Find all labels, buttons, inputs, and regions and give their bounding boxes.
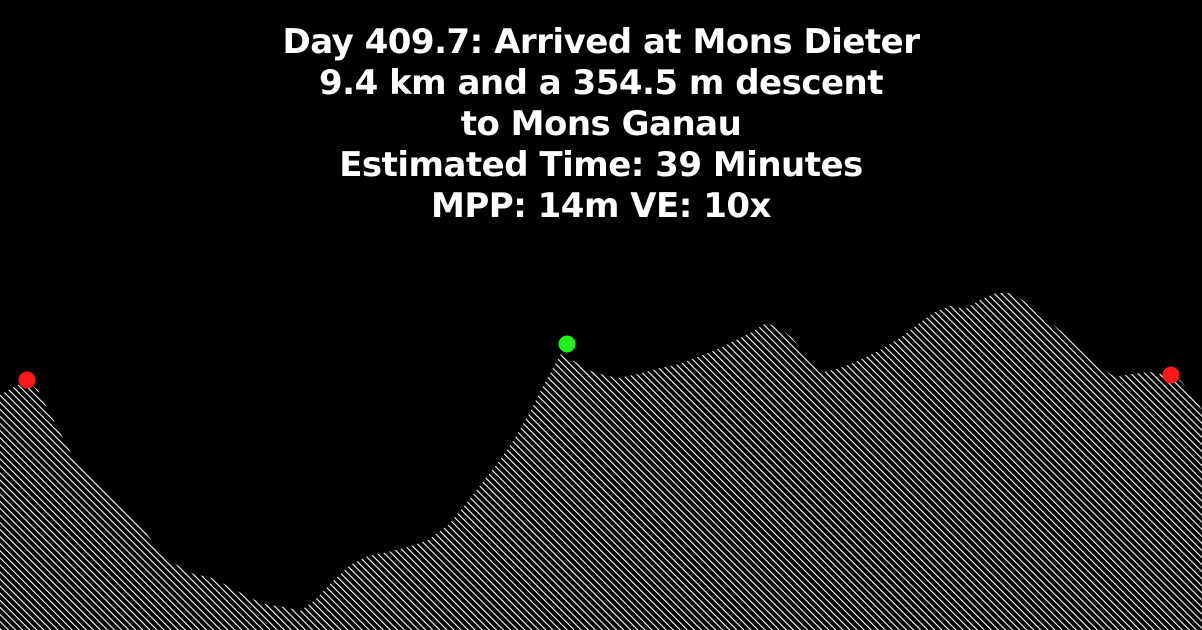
title-block: Day 409.7: Arrived at Mons Dieter 9.4 km… (0, 22, 1202, 227)
terrain-hatched-area (0, 293, 1202, 630)
header-line-distance: 9.4 km and a 354.5 m descent (319, 63, 884, 103)
header-line-scale: MPP: 14m VE: 10x (431, 186, 771, 226)
header-line-destination: to Mons Ganau (460, 104, 742, 144)
route-markers (18, 335, 1180, 389)
marker-end-dot (1162, 366, 1180, 384)
header-line-estimated-time: Estimated Time: 39 Minutes (339, 145, 863, 185)
marker-current-dot (558, 335, 576, 353)
marker-start-dot (18, 371, 36, 389)
header-line-arrival: Day 409.7: Arrived at Mons Dieter (282, 22, 920, 62)
